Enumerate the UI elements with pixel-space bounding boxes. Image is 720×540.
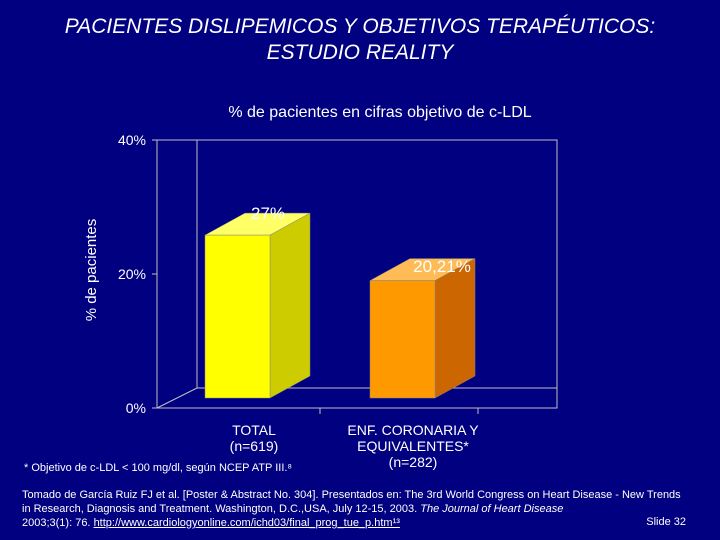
bar-front xyxy=(369,280,436,399)
title-line-2: ESTUDIO REALITY xyxy=(266,41,454,64)
category-label: ENF. CORONARIA Y xyxy=(347,422,479,438)
data-label: 27% xyxy=(251,204,285,223)
footnote: * Objetivo de c-LDL < 100 mg/dl, según N… xyxy=(24,462,293,474)
source-citation: Tomado de García Ruiz FJ et al. [Poster … xyxy=(22,488,692,530)
slide-title: PACIENTES DISLIPEMICOS Y OBJETIVOS TERAP… xyxy=(0,14,720,66)
bar-side xyxy=(434,258,476,399)
y-tick-label: 20% xyxy=(118,266,146,282)
bar-side xyxy=(269,212,311,399)
bar-front xyxy=(204,234,271,399)
slide-number: Slide 32 xyxy=(646,516,686,528)
source-link[interactable]: http://www.cardiologyonline.com/ichd03/f… xyxy=(93,517,400,529)
floor-edge xyxy=(156,387,198,409)
data-label: 20,21% xyxy=(413,257,471,276)
journal-name: The Journal of Heart Disease xyxy=(420,503,564,515)
title-line-1: PACIENTES DISLIPEMICOS Y OBJETIVOS TERAP… xyxy=(64,15,656,38)
category-label: (n=619) xyxy=(230,438,279,454)
bar xyxy=(369,258,476,399)
chart-title: % de pacientes en cifras objetivo de c-L… xyxy=(228,104,532,121)
bar xyxy=(204,212,311,399)
y-tick-label: 0% xyxy=(126,400,146,416)
category-label: (n=282) xyxy=(389,454,438,470)
y-tick-label: 40% xyxy=(118,132,146,148)
category-label: EQUIVALENTES* xyxy=(357,438,469,454)
source-text: Tomado de García Ruiz FJ et al. [Poster … xyxy=(22,489,681,515)
y-axis-label: % de pacientes xyxy=(83,219,100,322)
source-volume: 2003;3(1): 76. xyxy=(22,517,91,529)
category-label: TOTAL xyxy=(232,422,276,438)
